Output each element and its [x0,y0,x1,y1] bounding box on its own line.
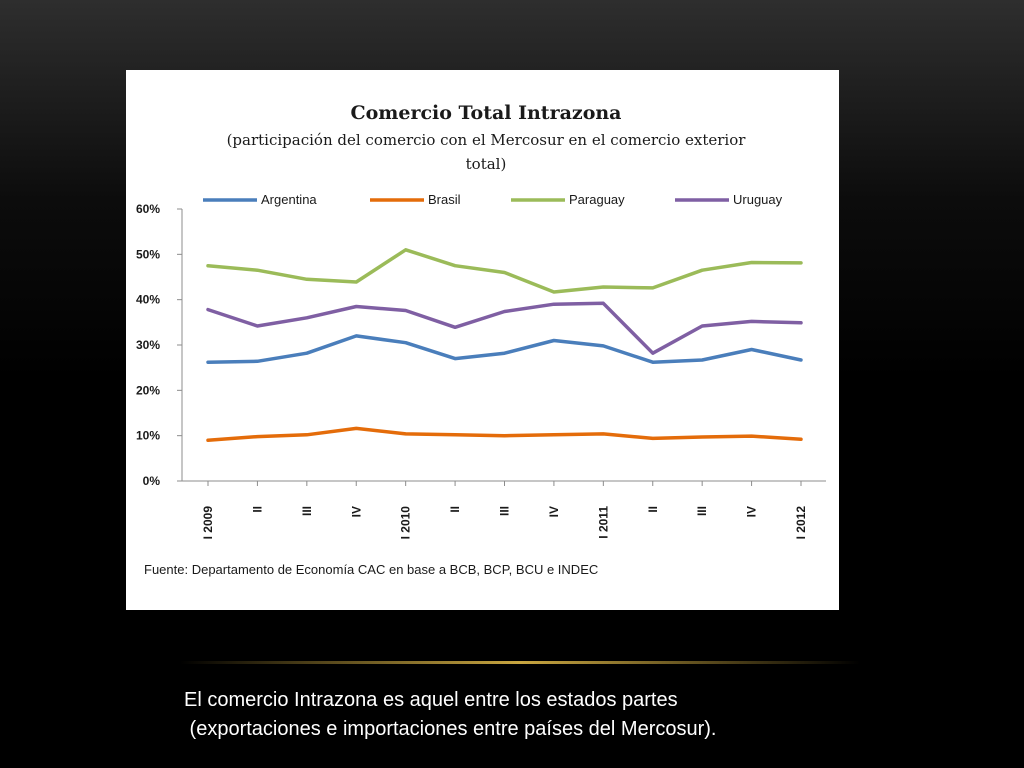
legend-label-uruguay: Uruguay [733,192,783,207]
y-tick-label: 20% [136,383,160,397]
y-tick-label: 40% [136,293,160,307]
x-tick-label: I 2009 [201,506,215,540]
x-tick-label: III [300,506,314,516]
chart-source: Fuente: Departamento de Economía CAC en … [144,562,598,577]
x-tick-label: IV [745,506,759,517]
series-group [206,248,803,442]
x-tick-label: III [498,506,512,516]
legend-label-brasil: Brasil [428,192,461,207]
x-tick-label: IV [547,506,561,517]
series-line-uruguay [206,301,803,355]
y-tick-label: 50% [136,247,160,261]
x-tick-label: I 2010 [399,506,413,540]
chart-title: Comercio Total Intrazona [350,102,621,124]
chart-panel: Comercio Total Intrazona (participación … [126,70,839,610]
series-line-argentina [206,334,803,364]
legend-label-paraguay: Paraguay [569,192,625,207]
slide-caption: El comercio Intrazona es aquel entre los… [184,686,884,744]
series-line-brasil [206,426,803,442]
y-tick-label: 60% [136,202,160,216]
x-tick-label: II [646,506,660,513]
x-tick-label: IV [349,506,363,517]
chart-subtitle-line2: total) [466,155,507,173]
series-line-paraguay [206,248,803,294]
divider [180,661,860,664]
x-tick-label: III [695,506,709,516]
x-tick-label: II [448,506,462,513]
chart-subtitle-line1: (participación del comercio con el Merco… [227,131,747,149]
x-tick-label: II [250,506,264,513]
caption-line-1: El comercio Intrazona es aquel entre los… [184,689,678,711]
x-axis-ticks: I 2009 II III IV I 2010 II III IV I 2011 II III IV I… [201,481,808,539]
y-tick-label: 0% [143,474,161,488]
y-axis-ticks: 0% 10% 20% 30% 40% 50% 60% [136,202,182,488]
legend: Argentina Brasil Paraguay Uruguay [203,192,783,207]
y-tick-label: 10% [136,429,160,443]
y-tick-label: 30% [136,338,160,352]
x-tick-label: I 2011 [596,506,610,539]
line-chart: Comercio Total Intrazona (participación … [136,102,826,577]
caption-line-2: (exportaciones e importaciones entre paí… [184,718,717,740]
legend-label-argentina: Argentina [261,192,317,207]
axes [181,209,826,482]
x-tick-label: I 2012 [794,506,808,540]
